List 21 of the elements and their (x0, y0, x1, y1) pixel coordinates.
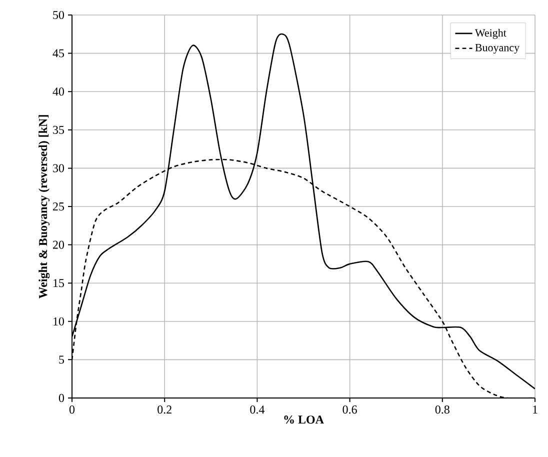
y-tick-label: 50 (53, 10, 64, 20)
y-tick-label: 20 (53, 240, 64, 249)
legend-label: Buoyancy (475, 44, 520, 54)
x-tick-label: 0 (69, 406, 75, 414)
legend-label: Weight (474, 28, 506, 39)
y-tick-label: 15 (54, 279, 64, 288)
y-tick-label: 10 (54, 317, 64, 326)
x-tick-label: 0.8 (435, 406, 450, 414)
y-tick-label: 25 (53, 202, 64, 211)
y-tick-label: 40 (52, 88, 64, 96)
y-tick-label: 30 (53, 164, 64, 172)
x-tick-label: 0.6 (342, 406, 357, 414)
x-tick-label: 0.4 (250, 406, 265, 414)
y-tick-label: 45 (52, 49, 64, 58)
y-axis-title: Weight & Buoyancy (reversed) [kN] (38, 115, 50, 299)
y-tick-label: 35 (53, 126, 64, 134)
y-tick-label: 0 (58, 394, 64, 402)
x-tick-label: 1 (533, 406, 538, 414)
x-tick-label: 0.2 (158, 406, 172, 414)
x-axis-title: % LOA (284, 416, 324, 424)
y-tick-label: 5 (59, 356, 64, 364)
